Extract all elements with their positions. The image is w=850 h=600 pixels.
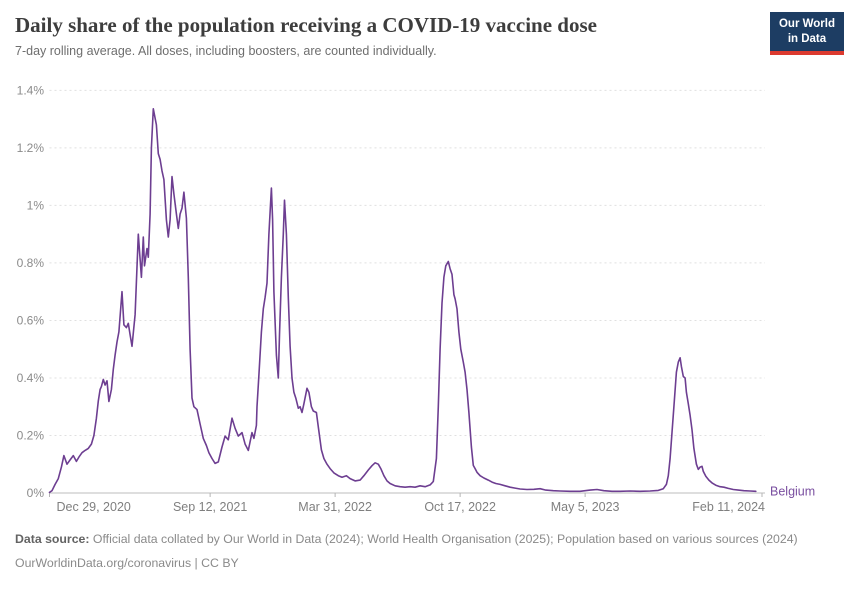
x-tick-label: Mar 31, 2022 — [298, 500, 372, 514]
x-tick-label: Sep 12, 2021 — [173, 500, 247, 514]
chart-header: Daily share of the population receiving … — [15, 13, 755, 58]
y-tick-label: 1.4% — [17, 83, 45, 97]
license-link[interactable]: CC BY — [201, 556, 239, 571]
data-source-note: Data source: Official data collated by O… — [15, 531, 833, 548]
x-tick-label: Oct 17, 2022 — [424, 500, 496, 514]
y-tick-label: 0% — [27, 486, 45, 500]
y-tick-label: 0.8% — [17, 256, 45, 270]
footer-separator: | — [191, 556, 202, 571]
y-tick-label: 0.4% — [17, 371, 45, 385]
data-source-text: Official data collated by Our World in D… — [92, 532, 798, 546]
x-tick-label: Feb 11, 2024 — [692, 500, 765, 514]
x-tick-label: May 5, 2023 — [551, 500, 620, 514]
x-axis-labels: Dec 29, 2020 Sep 12, 2021 Mar 31, 2022 Oct … — [49, 493, 765, 514]
chart-title: Daily share of the population receiving … — [15, 13, 597, 37]
footer-links: OurWorldinData.org/coronavirus | CC BY — [15, 555, 833, 572]
y-tick-label: 1% — [27, 198, 45, 212]
chart-subtitle: 7-day rolling average. All doses, includ… — [15, 44, 437, 59]
x-tick-label: Dec 29, 2020 — [57, 500, 131, 514]
owid-url-link[interactable]: OurWorldinData.org/coronavirus — [15, 556, 192, 571]
owid-logo-line1: Our World — [778, 18, 835, 30]
series-label-belgium[interactable]: Belgium — [770, 484, 815, 498]
y-tick-label: 0.6% — [17, 313, 45, 327]
y-tick-label: 0.2% — [17, 428, 45, 442]
data-source-label: Data source: — [15, 532, 90, 546]
owid-logo-line2: in Data — [787, 32, 827, 45]
belgium-line[interactable] — [48, 108, 757, 494]
chart-footer: Data source: Official data collated by O… — [15, 531, 833, 572]
y-axis-labels: 0% 0.2% 0.4% 0.6% 0.8% 1% 1.2% 1.4% — [17, 83, 45, 500]
y-tick-label: 1.2% — [17, 141, 45, 155]
owid-logo[interactable]: Our World in Data — [769, 12, 844, 55]
gridlines — [49, 89, 765, 494]
